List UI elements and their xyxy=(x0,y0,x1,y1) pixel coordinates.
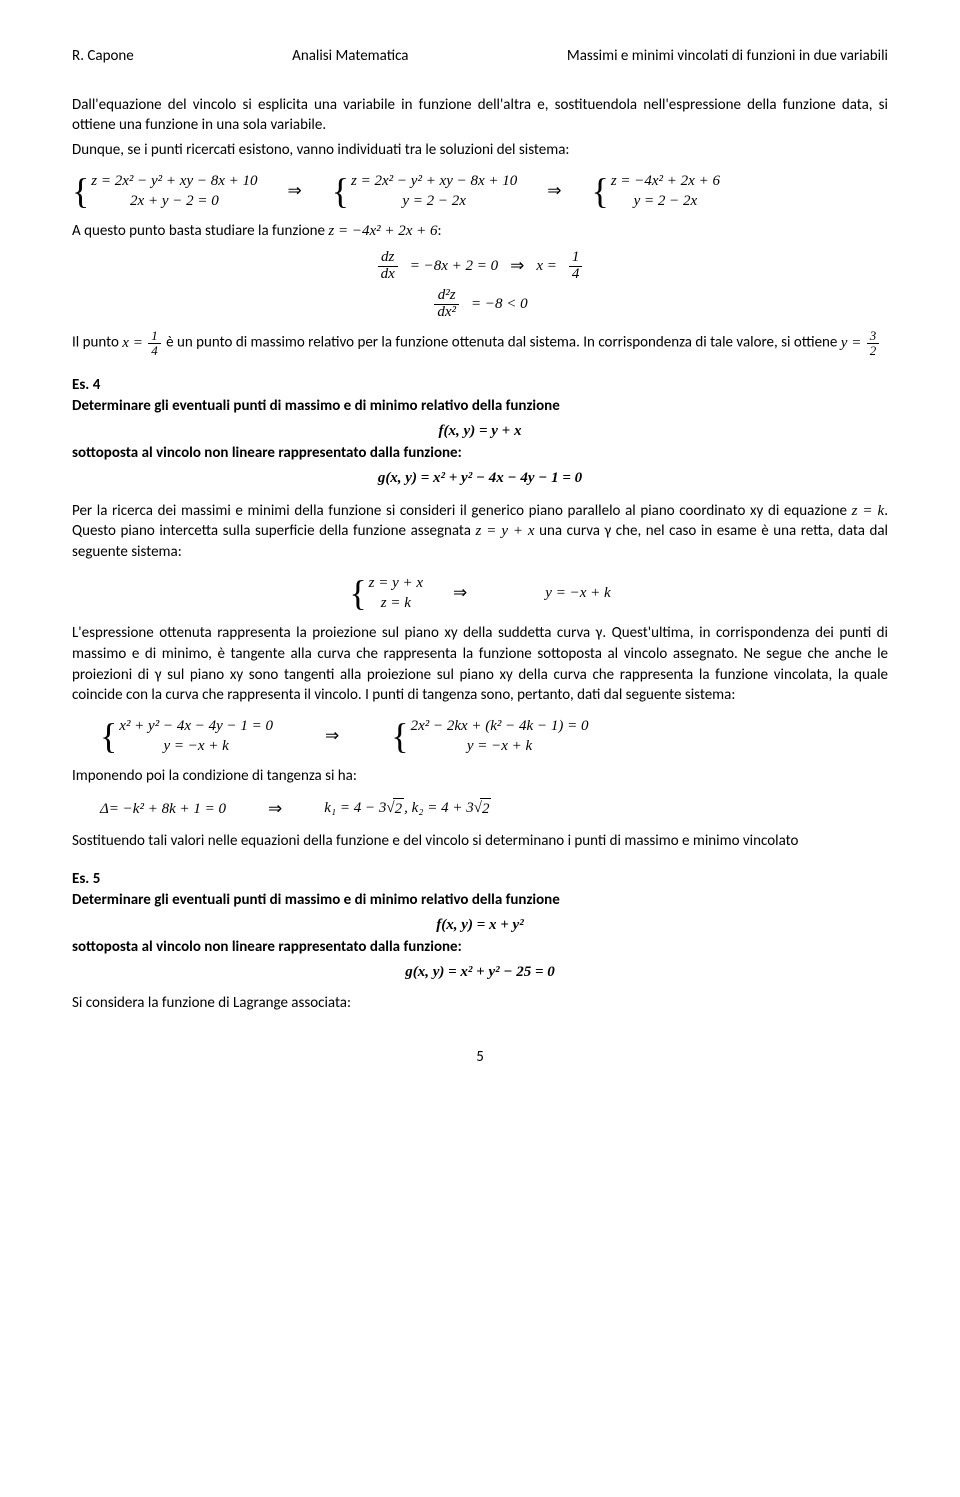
sys3-a-top: x² + y² − 4x − 4y − 1 = 0 xyxy=(119,716,273,736)
es5-line1: Determinare gli eventuali punti di massi… xyxy=(72,890,888,911)
dx: dx xyxy=(378,266,398,283)
p4-b: è un punto di massimo relativo per la fu… xyxy=(166,334,841,352)
arrow-icon: ⇒ xyxy=(286,179,304,202)
p3-post: : xyxy=(438,222,442,240)
paragraph-5: Per la ricerca dei massimi e minimi dell… xyxy=(72,501,888,563)
p4-x: x = xyxy=(122,335,143,351)
k2-label: , k₂ = 4 + 3 xyxy=(404,800,474,816)
paragraph-intro-2: Dunque, se i punti ricercati esistono, v… xyxy=(72,140,888,161)
sys3-b-top: 2x² − 2kx + (k² − 4k − 1) = 0 xyxy=(411,716,589,736)
sys3-b-bot: y = −x + k xyxy=(467,736,532,756)
es4-g: g(x, y) = x² + y² − 4x − 4y − 1 = 0 xyxy=(72,468,888,489)
p4-y: y = xyxy=(841,335,862,351)
sys1-a-top: z = 2x² − y² + xy − 8x + 10 xyxy=(91,171,257,191)
es5-g: g(x, y) = x² + y² − 25 = 0 xyxy=(72,962,888,983)
es5-line2: sottoposta al vincolo non lineare rappre… xyxy=(72,937,888,958)
arrow-icon: ⇒ xyxy=(266,797,284,820)
es5-label: Es. 5 xyxy=(72,869,888,890)
paragraph-9: Si considera la funzione di Lagrange ass… xyxy=(72,993,888,1014)
header-topic: Massimi e minimi vincolati di funzioni i… xyxy=(567,46,888,67)
es4-label: Es. 4 xyxy=(72,375,888,396)
arrow-icon: ⇒ xyxy=(451,581,469,604)
p4-num: 1 xyxy=(148,329,161,343)
k1-label: k₁ = 4 − 3 xyxy=(324,800,386,816)
p5-zk: z = k xyxy=(852,503,885,519)
header-author: R. Capone xyxy=(72,46,134,67)
es4-fn: f(x, y) = y + x xyxy=(72,421,888,442)
sys1-c-bot: y = 2 − 2x xyxy=(634,191,698,211)
dz: dz xyxy=(378,250,397,266)
paragraph-6: L'espressione ottenuta rappresenta la pr… xyxy=(72,623,888,706)
p5-zyx: z = y + x xyxy=(476,523,535,539)
page-number: 5 xyxy=(72,1047,888,1068)
p4-a: Il punto xyxy=(72,334,122,352)
header-subject: Analisi Matematica xyxy=(292,46,408,67)
arrow-icon: ⇒ xyxy=(323,724,341,747)
p3-pre: A questo punto basta studiare la funzion… xyxy=(72,222,328,240)
delta-row: Δ= −k² + 8k + 1 = 0 ⇒ k₁ = 4 − 3√2, k₂ =… xyxy=(72,797,888,820)
page-header: R. Capone Analisi Matematica Massimi e m… xyxy=(72,46,888,67)
sys1-c-top: z = −4x² + 2x + 6 xyxy=(611,171,720,191)
x-num: 1 xyxy=(569,250,583,266)
sys2-res: y = −x + k xyxy=(545,583,610,604)
dx2: dx² xyxy=(434,304,459,321)
x-den: 4 xyxy=(569,266,583,283)
es5-fn: f(x, y) = x + y² xyxy=(72,915,888,936)
sys3-a-bot: y = −x + k xyxy=(163,736,228,756)
deriv1-eq: = −8x + 2 = 0 xyxy=(410,256,498,277)
paragraph-intro-1: Dall'equazione del vincolo si esplicita … xyxy=(72,95,888,136)
system-2: { z = y + x z = k ⇒ y = −x + k xyxy=(72,573,888,614)
x-eq: x = xyxy=(536,256,557,277)
paragraph-8: Sostituendo tali valori nelle equazioni … xyxy=(72,831,888,852)
sys1-a-bot: 2x + y − 2 = 0 xyxy=(130,191,219,211)
root1: 2 xyxy=(393,798,405,820)
p5-a: Per la ricerca dei massimi e minimi dell… xyxy=(72,502,852,520)
arrow-icon: ⇒ xyxy=(545,179,563,202)
paragraph-7: Imponendo poi la condizione di tangenza … xyxy=(72,766,888,787)
delta-lhs: Δ= −k² + 8k + 1 = 0 xyxy=(100,799,226,820)
system-1: { z = 2x² − y² + xy − 8x + 10 2x + y − 2… xyxy=(72,171,888,212)
sys1-b-top: z = 2x² − y² + xy − 8x + 10 xyxy=(351,171,517,191)
paragraph-study: A questo punto basta studiare la funzion… xyxy=(72,221,888,242)
paragraph-max: Il punto x = 14 è un punto di massimo re… xyxy=(72,329,888,357)
page: R. Capone Analisi Matematica Massimi e m… xyxy=(0,0,960,1108)
es4-line2: sottoposta al vincolo non lineare rappre… xyxy=(72,443,888,464)
root2: 2 xyxy=(480,798,492,820)
system-3: { x² + y² − 4x − 4y − 1 = 0 y = −x + k ⇒… xyxy=(72,716,888,757)
p4-yden: 2 xyxy=(867,343,880,358)
derivative-block: dzdx = −8x + 2 = 0 ⇒ x = 14 d²zdx² = −8 … xyxy=(72,250,888,321)
arrow-icon: ⇒ xyxy=(508,254,526,277)
p3-fn: z = −4x² + 2x + 6 xyxy=(328,223,437,239)
sys2-top: z = y + x xyxy=(369,573,423,593)
d2z: d²z xyxy=(435,288,459,304)
es4-line1: Determinare gli eventuali punti di massi… xyxy=(72,396,888,417)
sys1-b-bot: y = 2 − 2x xyxy=(402,191,466,211)
sys2-bot: z = k xyxy=(381,593,411,613)
deriv2-eq: = −8 < 0 xyxy=(471,294,528,315)
p4-den: 4 xyxy=(148,343,161,358)
p4-ynum: 3 xyxy=(867,329,880,343)
